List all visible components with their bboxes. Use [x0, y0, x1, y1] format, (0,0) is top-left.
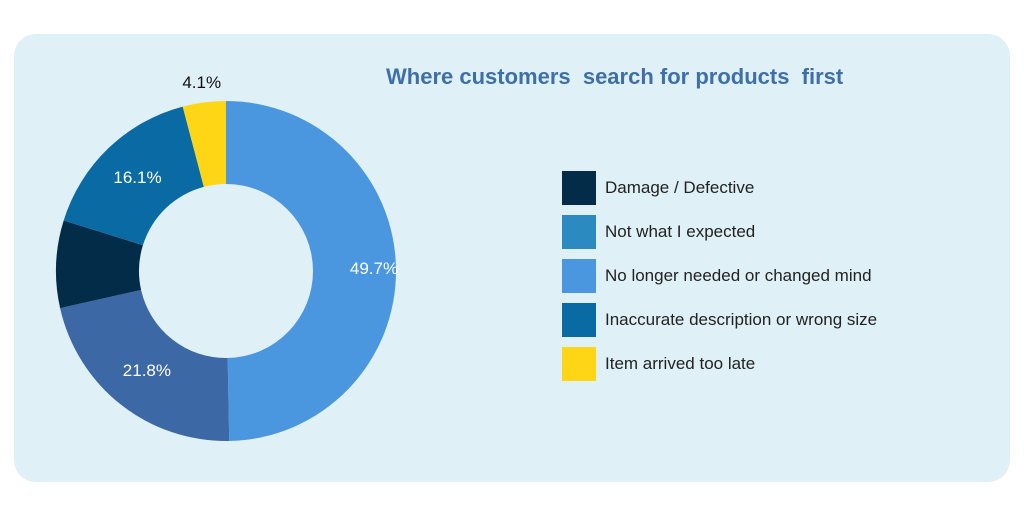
legend-label: No longer needed or changed mind — [605, 266, 872, 285]
slice-value-label: 4.1% — [182, 73, 221, 92]
legend-label: Damage / Defective — [605, 178, 755, 197]
slice-value-label: 49.7% — [350, 259, 398, 278]
legend-item: Not what I expected — [562, 214, 877, 250]
legend-swatch — [562, 347, 596, 381]
donut-slice — [63, 106, 204, 246]
donut-slice — [182, 101, 226, 187]
legend-label: Inaccurate description or wrong size — [605, 310, 878, 329]
legend-item: No longer needed or changed mind — [562, 258, 877, 294]
chart-title: Where customers search for products firs… — [386, 64, 844, 89]
legend-swatch — [562, 259, 596, 293]
legend-item: Inaccurate description or wrong size — [562, 302, 877, 338]
chart-legend: Damage / Defective Not what I expected N… — [562, 170, 877, 390]
legend-label: Item arrived too late — [605, 354, 756, 373]
donut-slice — [226, 101, 397, 441]
donut-slice — [55, 220, 143, 309]
slice-value-label: 21.8% — [123, 361, 171, 380]
legend-swatch — [562, 171, 596, 205]
legend-item: Item arrived too late — [562, 346, 877, 382]
slice-value-label: 16.1% — [113, 168, 161, 187]
donut-slice — [60, 289, 230, 441]
legend-swatch — [562, 215, 596, 249]
legend-label: Not what I expected — [605, 222, 756, 241]
legend-item: Damage / Defective — [562, 170, 877, 206]
legend-swatch — [562, 303, 596, 337]
